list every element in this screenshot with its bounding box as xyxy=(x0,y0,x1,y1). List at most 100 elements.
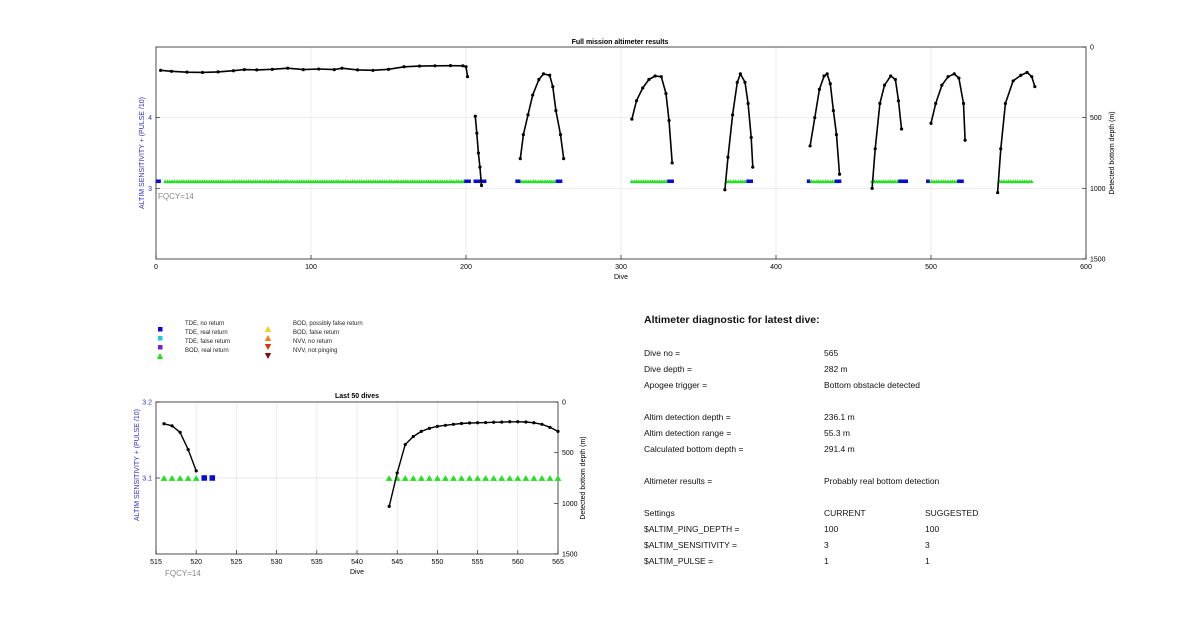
bod-real-return-marker xyxy=(506,475,514,481)
bottom-depth-point xyxy=(475,131,479,135)
tde-no-return-marker xyxy=(467,179,471,184)
settings-label: Settings xyxy=(644,508,675,518)
bottom-depth-line xyxy=(930,73,966,141)
tde-no-return-marker xyxy=(670,179,674,184)
bottom-depth-point xyxy=(1011,79,1015,83)
bottom-depth-point xyxy=(419,429,423,433)
bottom-depth-point xyxy=(664,92,668,96)
bottom-depth-point xyxy=(476,421,480,425)
bottom-depth-point xyxy=(878,101,882,106)
bottom-depth-point xyxy=(255,68,259,72)
bod-real-return-marker xyxy=(538,475,546,481)
bod-real-return-marker xyxy=(385,475,393,481)
bottom-depth-point xyxy=(562,157,566,161)
bottom-depth-point xyxy=(659,75,663,79)
top-chart-xlabel: Dive xyxy=(614,274,628,281)
legend-symbol-triangle-down xyxy=(263,347,273,359)
bottom-depth-line xyxy=(996,71,1036,193)
y-tick-label-right: 500 xyxy=(1090,115,1102,122)
bottom-depth-point xyxy=(162,422,166,426)
bottom-depth-point xyxy=(242,68,246,72)
bottom-depth-point xyxy=(178,430,182,434)
bottom-depth-point xyxy=(726,155,730,159)
tde-no-return-marker xyxy=(555,179,560,184)
bod-real-return-marker xyxy=(425,475,433,481)
y-tick-label-right: 0 xyxy=(1090,45,1094,52)
bottom-depth-point xyxy=(479,183,484,188)
bottom-depth-point xyxy=(159,68,163,72)
bottom-depth-point xyxy=(185,70,189,74)
legend-label: BOD, possibly false return xyxy=(293,321,363,327)
tde-no-return-marker xyxy=(749,179,753,184)
bod-real-return-marker xyxy=(434,475,441,481)
y-tick-label-left: 4 xyxy=(148,115,152,122)
legend-symbol-triangle-up xyxy=(263,320,273,332)
bottom-depth-point xyxy=(548,425,552,429)
bottom-depth-point xyxy=(200,70,205,75)
results-value: Probably real bottom detection xyxy=(824,476,940,486)
bod-real-return-marker xyxy=(168,475,176,481)
tde-no-return-marker xyxy=(482,179,487,184)
setting-suggested: 3 xyxy=(925,540,930,550)
legend-label: TDE, false return xyxy=(185,339,231,345)
bottom-depth-point xyxy=(870,186,874,190)
legend-label: TDE, real return xyxy=(185,330,228,336)
bottom-depth-point xyxy=(808,144,812,148)
bottom-depth-point xyxy=(647,77,651,82)
top-chart-fqcy: FQCY=14 xyxy=(158,192,194,201)
bottom-chart-fqcy: FQCY=14 xyxy=(165,569,201,578)
bottom-depth-point xyxy=(743,80,747,84)
top-chart-ylabel-left: ALTIM SENSITIVITY + (PULSE /10) xyxy=(139,97,146,209)
bod-real-return-marker xyxy=(442,475,449,481)
bottom-depth-point xyxy=(332,68,336,72)
y-tick-label-right: 1500 xyxy=(1090,257,1106,264)
tde-no-return-marker xyxy=(157,179,161,184)
tde-no-return-marker xyxy=(960,179,964,184)
bottom-depth-point xyxy=(946,75,950,79)
bottom-depth-point xyxy=(395,471,399,475)
bottom-depth-point xyxy=(371,68,375,72)
bottom-depth-point xyxy=(270,67,274,71)
bottom-depth-point xyxy=(882,83,887,87)
bod-real-return-marker xyxy=(522,475,530,481)
bottom-depth-point xyxy=(286,66,290,70)
y-tick-label-left: 3 xyxy=(148,186,152,193)
bottom-depth-line xyxy=(519,73,565,159)
x-tick-label: 530 xyxy=(271,559,283,566)
legend-label: NVV, no return xyxy=(293,339,333,345)
bottom-depth-point xyxy=(952,72,956,76)
y-tick-label-left: 3.2 xyxy=(142,400,152,407)
bottom-depth-point xyxy=(554,109,558,113)
bottom-depth-point xyxy=(940,83,944,87)
diagnostic-panel: Altimeter diagnostic for latest dive: Di… xyxy=(644,314,1064,574)
bottom-depth-point xyxy=(1019,73,1023,77)
bottom-depth-point xyxy=(169,69,174,73)
top-chart-ticks: 0 100 200 300 400 500 600 3 4 0 500 1000 1500 xyxy=(148,45,1106,272)
bottom-depth-point xyxy=(387,504,391,508)
bottom-depth-point xyxy=(476,151,480,155)
x-tick-label: 200 xyxy=(460,264,472,271)
bottom-depth-point xyxy=(667,118,671,123)
det-range-label: Altim detection range = xyxy=(644,428,732,438)
bod-real-return-marker xyxy=(490,475,498,481)
tde-no-return-marker xyxy=(957,179,961,184)
bottom-depth-point xyxy=(834,133,839,137)
bottom-depth-point xyxy=(670,161,674,165)
bottom-depth-point xyxy=(516,420,520,424)
top-chart-marks xyxy=(155,64,1037,195)
bottom-depth-point xyxy=(508,420,512,424)
bottom-depth-point xyxy=(731,113,735,117)
bottom-depth-point xyxy=(301,68,305,72)
tde-no-return-marker xyxy=(476,179,481,184)
bottom-depth-point xyxy=(500,420,504,424)
y-tick-label-right: 500 xyxy=(562,450,574,457)
x-tick-label: 555 xyxy=(472,559,484,566)
bottom-depth-point xyxy=(963,138,967,142)
legend-symbol-square xyxy=(155,329,165,341)
bottom-depth-point xyxy=(478,165,482,169)
bottom-depth-point xyxy=(194,469,198,473)
full-mission-chart: Full mission altimeter results 0 100 200 30… xyxy=(139,39,1116,281)
bod-real-return-marker xyxy=(546,475,554,481)
dive-no-value: 565 xyxy=(824,348,839,358)
setting-name: $ALTIM_SENSITIVITY = xyxy=(644,540,737,550)
